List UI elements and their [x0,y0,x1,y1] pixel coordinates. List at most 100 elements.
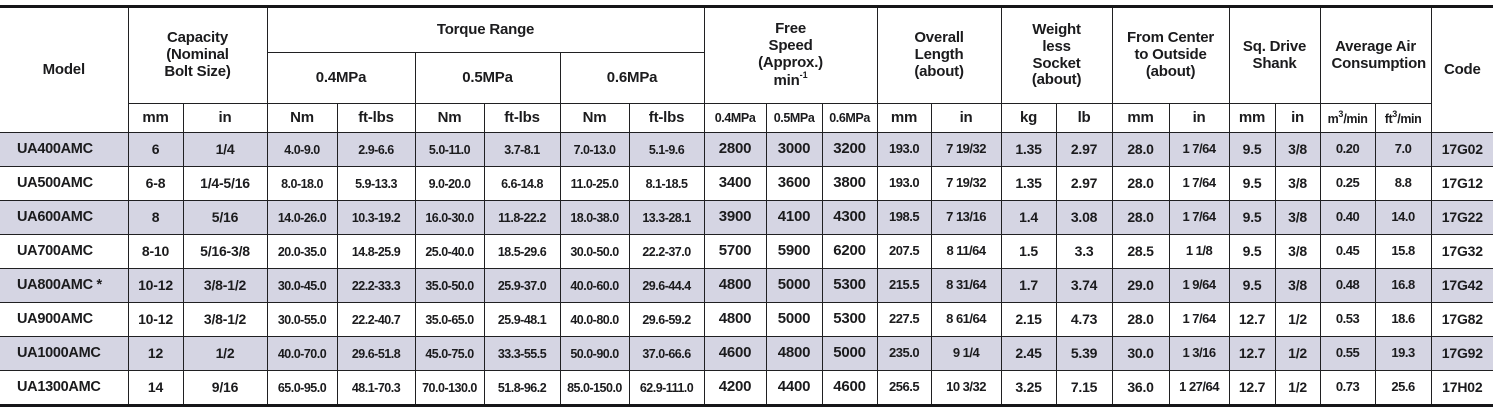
data-cell: 3.74 [1055,268,1113,303]
header-code: Code [1430,6,1494,133]
data-cell: 14 [127,370,184,406]
unit-shank-in: in [1274,103,1321,133]
data-cell: 4600 [821,370,878,406]
header-overall-length: Overall Length (about) [876,6,1002,104]
header-sq-drive: Sq. Drive Shank [1228,6,1321,104]
data-cell: 3200 [821,132,878,167]
header-from-center: From Center to Outside (about) [1111,6,1230,104]
data-cell: 193.0 [876,132,932,167]
data-cell: 7.0 [1374,132,1432,167]
data-cell: 17H02 [1430,370,1494,406]
data-cell: 6 [127,132,184,167]
data-cell: 0.20 [1319,132,1376,167]
data-cell: 9.0-20.0 [414,166,485,201]
data-cell: 2.45 [1000,336,1057,371]
unit-length-mm: mm [876,103,932,133]
data-cell: 12.7 [1228,302,1276,337]
data-cell: 3900 [703,200,767,235]
data-cell: 30.0-50.0 [559,234,630,269]
model-cell: UA500AMC [0,166,129,201]
data-cell: 9.5 [1228,132,1276,167]
data-cell: 9 1/4 [930,336,1002,371]
unit-torque05-nm: Nm [414,103,485,133]
data-cell: 10-12 [127,302,184,337]
unit-torque04-nm: Nm [266,103,338,133]
data-cell: 37.0-66.6 [628,336,705,371]
data-cell: 17G32 [1430,234,1494,269]
data-cell: 0.73 [1319,370,1376,406]
data-cell: 5000 [821,336,878,371]
data-cell: 40.0-60.0 [559,268,630,303]
unit-speed-06mpa: 0.6MPa [821,103,878,133]
data-cell: 3/8-1/2 [182,268,268,303]
data-cell: 7.0-13.0 [559,132,630,167]
table-row: UA1000AMC 12 1/2 40.0-70.0 29.6-51.8 45.0-75.… [0,336,1494,371]
data-cell: 3.25 [1000,370,1057,406]
table-row: UA600AMC 8 5/16 14.0-26.0 10.3-19.2 16.0-30.0… [0,200,1494,235]
data-cell: 29.6-51.8 [336,336,416,371]
data-cell: 12.7 [1228,336,1276,371]
data-cell: 5000 [765,302,823,337]
table-row: UA700AMC 8-10 5/16-3/8 20.0-35.0 14.8-25.9 25… [0,234,1494,269]
data-cell: 18.5-29.6 [483,234,561,269]
data-cell: 5900 [765,234,823,269]
data-cell: 1/2 [1274,370,1321,406]
data-cell: 16.8 [1374,268,1432,303]
data-cell: 40.0-80.0 [559,302,630,337]
data-cell: 1/2 [182,336,268,371]
data-cell: 18.6 [1374,302,1432,337]
data-cell: 0.40 [1319,200,1376,235]
header-group-row: Model Capacity (Nominal Bolt Size) Torqu… [0,6,1494,133]
data-cell: 2.9-6.6 [336,132,416,167]
data-cell: 5.1-9.6 [628,132,705,167]
header-torque-range: Torque Range [266,6,705,53]
data-cell: 1.35 [1000,166,1057,201]
data-cell: 16.0-30.0 [414,200,485,235]
data-cell: 198.5 [876,200,932,235]
data-cell: 5700 [703,234,767,269]
data-cell: 5/16 [182,200,268,235]
data-cell: 215.5 [876,268,932,303]
data-cell: 18.0-38.0 [559,200,630,235]
data-cell: 40.0-70.0 [266,336,338,371]
data-cell: 8 61/64 [930,302,1002,337]
data-cell: 5000 [765,268,823,303]
table-row: UA500AMC 6-8 1/4-5/16 8.0-18.0 5.9-13.3 9.0-2… [0,166,1494,201]
data-cell: 6-8 [127,166,184,201]
data-cell: 7 19/32 [930,132,1002,167]
table-row: UA1300AMC 14 9/16 65.0-95.0 48.1-70.3 70.0-13… [0,370,1494,406]
data-cell: 0.48 [1319,268,1376,303]
unit-center-mm: mm [1111,103,1170,133]
data-cell: 22.2-37.0 [628,234,705,269]
data-cell: 3000 [765,132,823,167]
data-cell: 9/16 [182,370,268,406]
data-cell: 5300 [821,302,878,337]
unit-air-m3min: m3/min [1319,103,1376,133]
header-capacity: Capacity (Nominal Bolt Size) [127,6,268,104]
data-cell: 35.0-50.0 [414,268,485,303]
data-cell: 4200 [703,370,767,406]
data-cell: 4800 [703,302,767,337]
data-cell: 15.8 [1374,234,1432,269]
data-cell: 25.0-40.0 [414,234,485,269]
data-cell: 3600 [765,166,823,201]
data-cell: 9.5 [1228,200,1276,235]
data-cell: 33.3-55.5 [483,336,561,371]
data-cell: 227.5 [876,302,932,337]
data-cell: 5.0-11.0 [414,132,485,167]
data-cell: 4800 [765,336,823,371]
header-unit-row: mm in Nm ft-lbs Nm ft-lbs Nm ft-lbs 0.4M… [0,103,1493,133]
data-cell: 7 13/16 [930,200,1002,235]
data-cell: 3.7-8.1 [483,132,561,167]
data-cell: 14.0-26.0 [266,200,338,235]
data-cell: 20.0-35.0 [266,234,338,269]
data-cell: 4.0-9.0 [266,132,338,167]
unit-length-in: in [930,103,1002,133]
model-cell: UA1000AMC [0,336,129,371]
table-row: UA400AMC 6 1/4 4.0-9.0 2.9-6.6 5.0-11.0 3.7-8.… [0,132,1494,167]
data-cell: 50.0-90.0 [559,336,630,371]
data-cell: 235.0 [876,336,932,371]
data-cell: 3400 [703,166,767,201]
data-cell: 9.5 [1228,268,1276,303]
